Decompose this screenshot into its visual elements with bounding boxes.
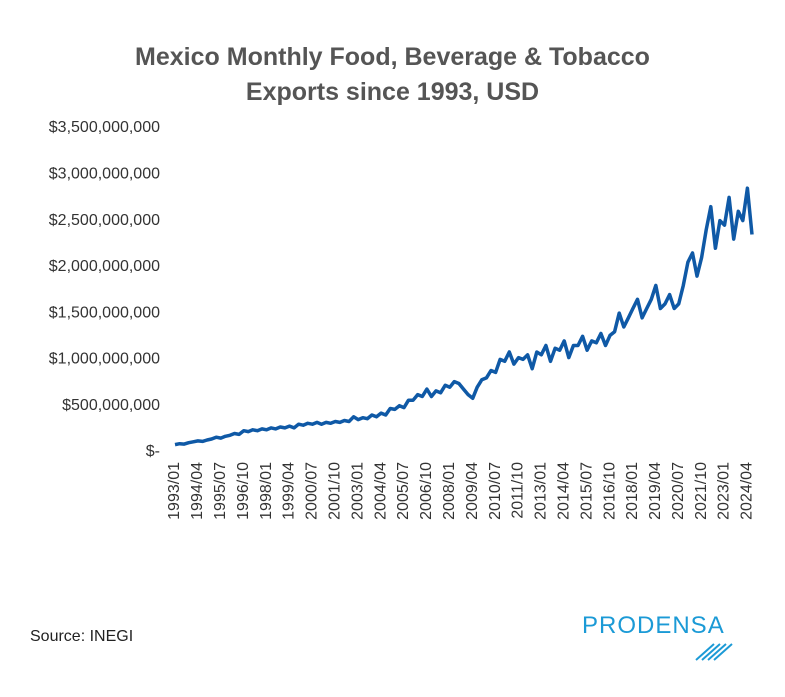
x-tick-label: 2016/10 [601, 462, 618, 520]
x-tick-label: 2021/10 [693, 462, 710, 520]
y-tick-label: $3,000,000,000 [49, 166, 160, 183]
chart-title: Mexico Monthly Food, Beverage & Tobacco … [135, 43, 650, 106]
x-tick-label: 2004/04 [372, 462, 389, 520]
y-tick-label: $- [146, 443, 160, 460]
x-tick-label: 1999/04 [281, 462, 298, 520]
x-tick-label: 2015/07 [578, 462, 595, 520]
x-tick-label: 2014/04 [555, 462, 572, 520]
x-tick-label: 2019/04 [647, 462, 664, 520]
x-tick-label: 2005/07 [395, 462, 412, 520]
x-tick-label: 1994/04 [189, 462, 206, 520]
x-tick-label: 2008/01 [441, 462, 458, 520]
y-tick-label: $1,000,000,000 [49, 351, 160, 368]
line [174, 186, 754, 447]
x-tick-label: 2003/01 [349, 462, 366, 520]
x-tick-label: 2011/10 [510, 462, 527, 519]
x-tick-label: 1995/07 [212, 462, 229, 520]
x-tick-label: 1998/01 [258, 462, 275, 520]
x-tick-label: 2009/04 [464, 462, 481, 520]
x-tick-label: 1993/01 [166, 462, 183, 520]
logo-text: PRODENSA [582, 612, 725, 639]
x-tick-label: 2024/04 [739, 462, 756, 520]
x-tick-label: 2001/10 [326, 462, 343, 520]
y-tick-label: $2,000,000,000 [49, 258, 160, 275]
x-tick-label: 2018/01 [624, 462, 641, 520]
y-tick-label: $1,500,000,000 [49, 304, 160, 321]
x-tick-label: 2010/07 [487, 462, 504, 520]
x-tick-label: 2020/07 [670, 462, 687, 520]
x-tick-label: 2000/07 [304, 462, 321, 520]
source: Source: INEGI [30, 628, 134, 645]
logo-mark [695, 643, 733, 661]
y-tick-label: $3,500,000,000 [49, 119, 160, 136]
y-tick-label: $2,500,000,000 [49, 212, 160, 229]
x-tick-label: 2006/10 [418, 462, 435, 520]
x-tick-label: 2013/01 [533, 462, 550, 520]
y-tick-label: $500,000,000 [62, 397, 160, 414]
x-tick-label: 2023/01 [716, 462, 733, 520]
logo: PRODENSA [582, 612, 734, 662]
x-tick-label: 1996/10 [235, 462, 252, 520]
